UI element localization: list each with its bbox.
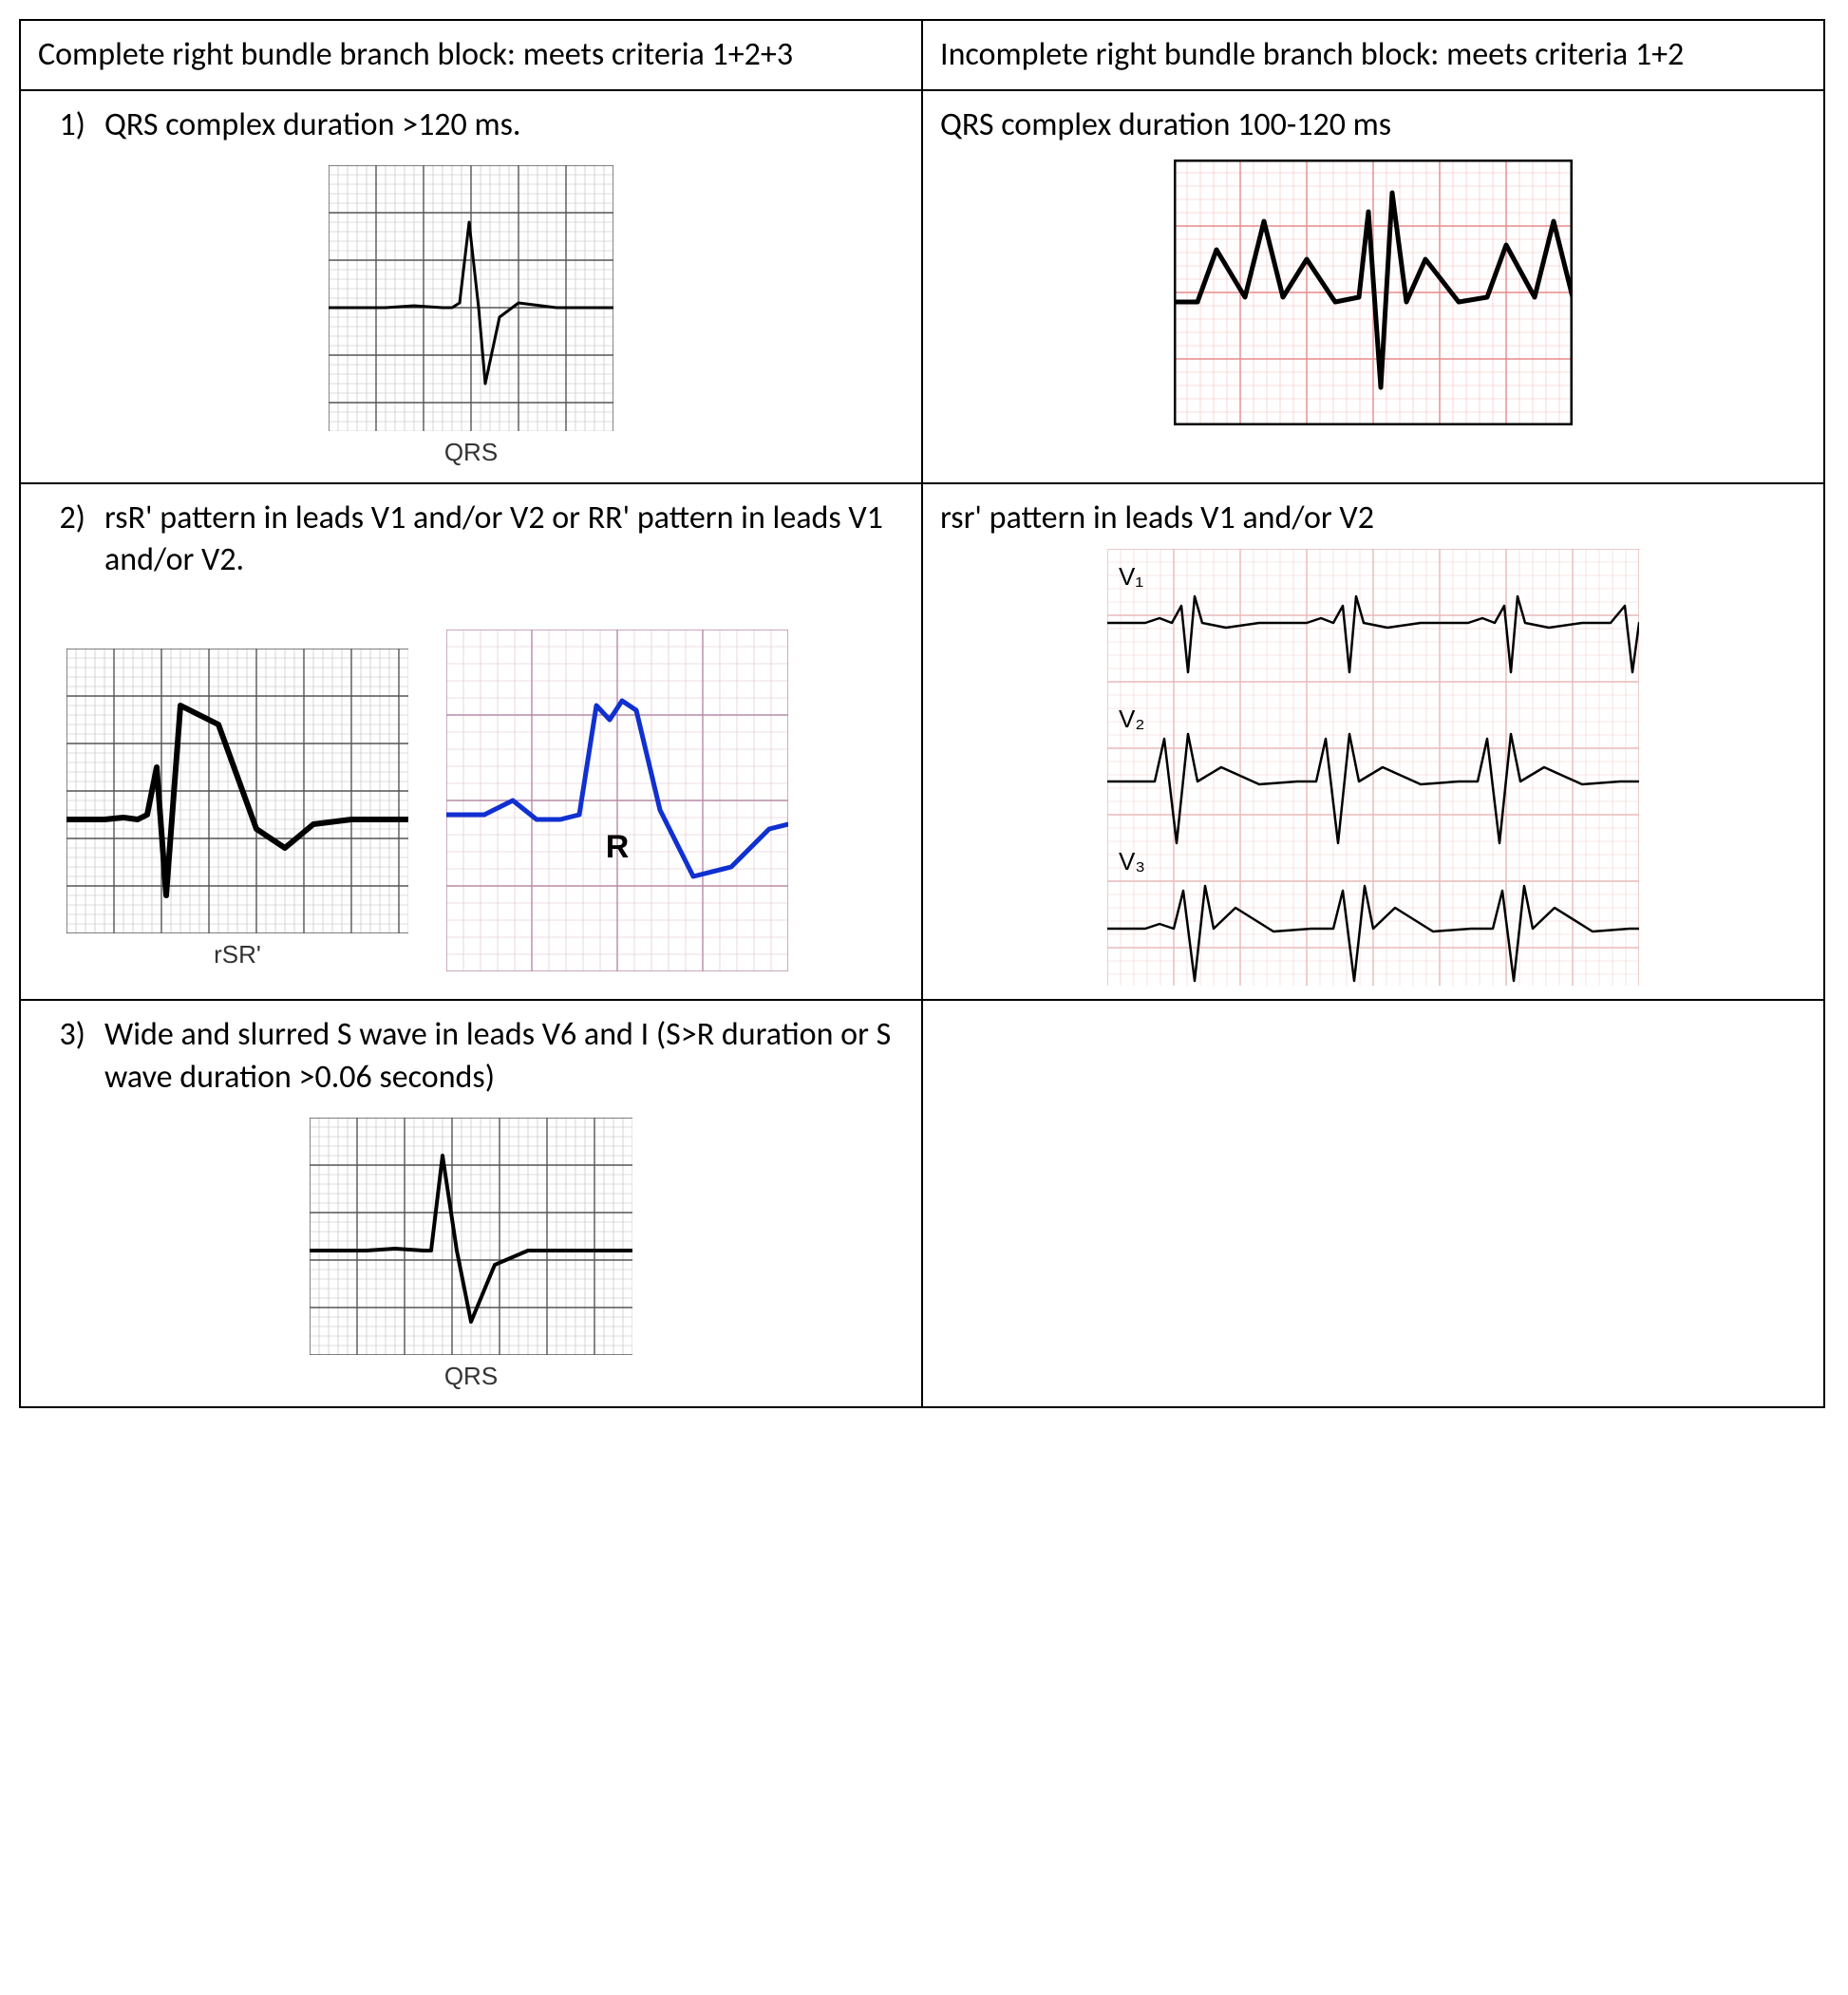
svg-text:V₂: V₂ [1119,705,1144,733]
header-left: Complete right bundle branch block: meet… [20,20,922,90]
pink-ecg-chart [940,160,1806,425]
row1-left-text: QRS complex duration >120 ms. [104,104,521,146]
row2-left-text: rsR' pattern in leads V1 and/or V2 or RR… [104,498,904,581]
row1-left: 1) QRS complex duration >120 ms. QRS [20,90,922,483]
row3-number: 3) [38,1014,85,1098]
row1-number: 1) [38,104,85,146]
row1-right-text: QRS complex duration 100-120 ms [940,104,1806,146]
row2-left: 2) rsR' pattern in leads V1 and/or V2 or… [20,483,922,1000]
row2-right-text: rsr' pattern in leads V1 and/or V2 [940,498,1806,539]
row1-right: QRS complex duration 100-120 ms [922,90,1824,483]
rsr-label: rSR' [214,939,261,971]
svg-text:V₁: V₁ [1119,562,1143,591]
row2-number: 2) [38,498,85,581]
header-right: Incomplete right bundle branch block: me… [922,20,1824,90]
rsr-chart: rSR' [66,649,408,971]
row3-left-text: Wide and slurred S wave in leads V6 and … [104,1014,904,1098]
qrs3-chart: QRS [38,1118,904,1393]
qrs3-label: QRS [444,1361,498,1393]
criteria-table: Complete right bundle branch block: meet… [19,19,1825,1408]
row2-right: rsr' pattern in leads V1 and/or V2 V₁V₂V… [922,483,1824,1000]
qrs1-label: QRS [444,437,498,469]
svg-text:R: R [606,829,630,865]
row3-right [922,1000,1824,1406]
leads-chart: V₁ V₂ V₃ [940,549,1806,986]
svg-text:V₃: V₃ [1119,847,1145,875]
qrs1-chart: QRS [38,165,904,469]
r-blue-chart: R [446,630,788,971]
row3-left: 3) Wide and slurred S wave in leads V6 a… [20,1000,922,1406]
